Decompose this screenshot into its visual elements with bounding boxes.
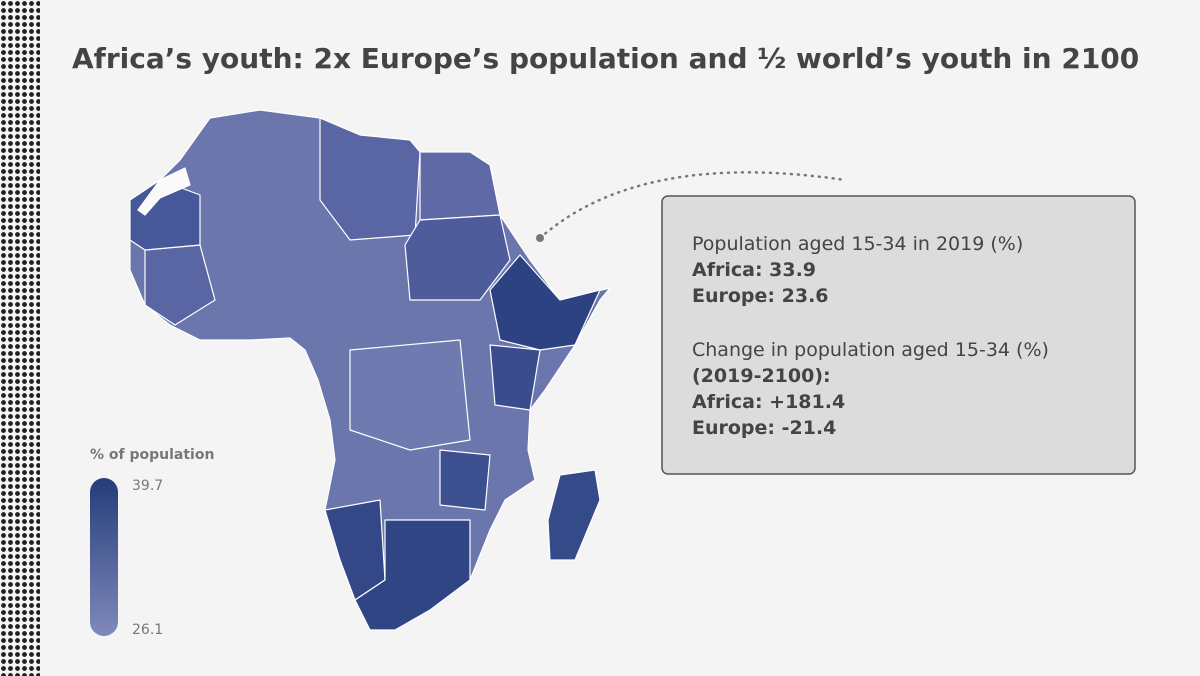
info-line: Europe: 23.6 [692,285,829,307]
title: Africa’s youth: 2x Europe’s population a… [72,42,1139,75]
info-line: Europe: -21.4 [692,417,836,439]
legend-bar [90,478,118,636]
info-line: Africa: +181.4 [692,391,845,413]
info-box [661,195,1136,475]
connector [538,171,847,240]
legend-max: 39.7 [132,478,163,494]
connector-dot [536,234,544,242]
africa-map [129,109,611,631]
info-line: (2019-2100): [692,365,831,387]
legend-min: 26.1 [132,622,163,638]
halftone-strip [0,0,40,676]
legend-title: % of population [90,447,214,463]
info-line: Change in population aged 15-34 (%) [692,339,1049,361]
info-line: Population aged 15-34 in 2019 (%) [692,233,1023,255]
info-line: Africa: 33.9 [692,259,816,281]
